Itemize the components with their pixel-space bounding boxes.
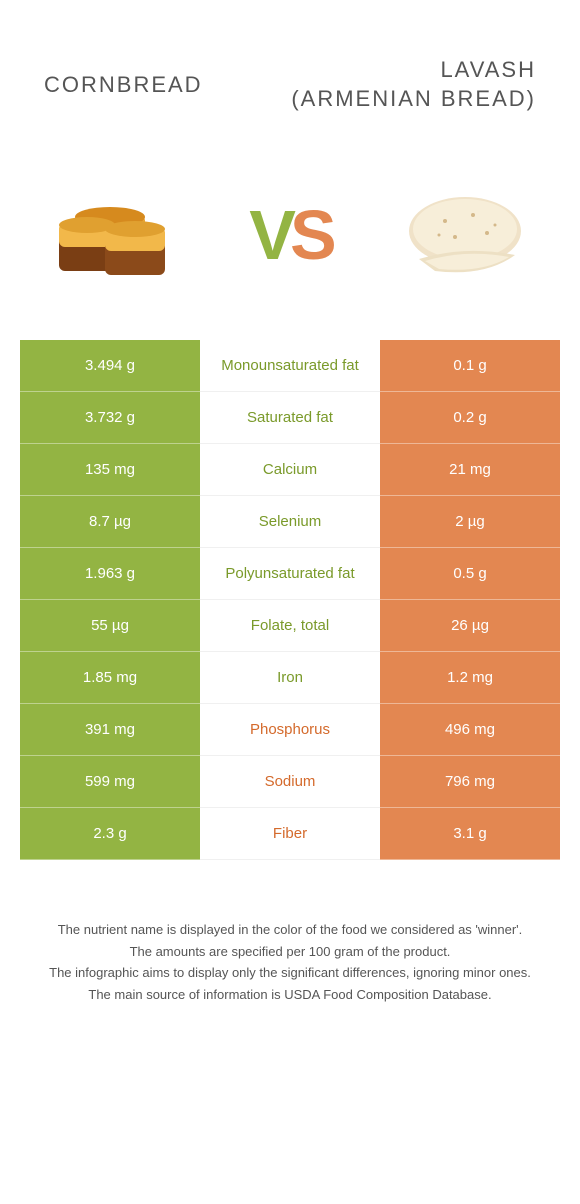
value-left: 55 µg [20, 600, 200, 652]
value-left: 1.963 g [20, 548, 200, 600]
nutrient-label: Fiber [200, 808, 380, 860]
value-right: 496 mg [380, 704, 560, 756]
table-row: 135 mgCalcium21 mg [20, 444, 560, 496]
value-right: 0.5 g [380, 548, 560, 600]
footer-line: The infographic aims to display only the… [20, 963, 560, 983]
footer-line: The nutrient name is displayed in the co… [20, 920, 560, 940]
table-row: 1.85 mgIron1.2 mg [20, 652, 560, 704]
value-left: 391 mg [20, 704, 200, 756]
table-row: 2.3 gFiber3.1 g [20, 808, 560, 860]
lavash-image [390, 180, 540, 290]
table-row: 599 mgSodium796 mg [20, 756, 560, 808]
nutrient-label: Polyunsaturated fat [200, 548, 380, 600]
nutrient-label: Saturated fat [200, 392, 380, 444]
table-row: 1.963 gPolyunsaturated fat0.5 g [20, 548, 560, 600]
cornbread-image [40, 180, 190, 290]
food-title-right-line2: (Armenian bread) [291, 86, 536, 111]
value-right: 1.2 mg [380, 652, 560, 704]
value-left: 135 mg [20, 444, 200, 496]
value-left: 1.85 mg [20, 652, 200, 704]
footer-notes: The nutrient name is displayed in the co… [0, 860, 580, 1004]
table-row: 8.7 µgSelenium2 µg [20, 496, 560, 548]
nutrient-label: Sodium [200, 756, 380, 808]
value-right: 26 µg [380, 600, 560, 652]
value-left: 3.494 g [20, 340, 200, 392]
value-right: 0.1 g [380, 340, 560, 392]
table-row: 55 µgFolate, total26 µg [20, 600, 560, 652]
value-right: 21 mg [380, 444, 560, 496]
table-row: 391 mgPhosphorus496 mg [20, 704, 560, 756]
images-row: VS [0, 160, 580, 340]
food-title-right: Lavash (Armenian bread) [290, 56, 540, 113]
value-left: 599 mg [20, 756, 200, 808]
value-right: 3.1 g [380, 808, 560, 860]
footer-line: The main source of information is USDA F… [20, 985, 560, 1005]
header: Cornbread Lavash (Armenian bread) [0, 0, 580, 160]
value-left: 3.732 g [20, 392, 200, 444]
nutrient-label: Folate, total [200, 600, 380, 652]
vs-label: VS [249, 195, 330, 275]
comparison-table: 3.494 gMonounsaturated fat0.1 g3.732 gSa… [20, 340, 560, 860]
value-right: 2 µg [380, 496, 560, 548]
nutrient-label: Iron [200, 652, 380, 704]
nutrient-label: Selenium [200, 496, 380, 548]
nutrient-label: Monounsaturated fat [200, 340, 380, 392]
value-right: 0.2 g [380, 392, 560, 444]
vs-s: S [290, 195, 331, 275]
value-left: 8.7 µg [20, 496, 200, 548]
value-left: 2.3 g [20, 808, 200, 860]
vs-v: V [249, 195, 290, 275]
value-right: 796 mg [380, 756, 560, 808]
nutrient-label: Calcium [200, 444, 380, 496]
nutrient-label: Phosphorus [200, 704, 380, 756]
food-title-right-line1: Lavash [440, 57, 536, 82]
footer-line: The amounts are specified per 100 gram o… [20, 942, 560, 962]
food-title-left: Cornbread [40, 71, 290, 100]
table-row: 3.494 gMonounsaturated fat0.1 g [20, 340, 560, 392]
table-row: 3.732 gSaturated fat0.2 g [20, 392, 560, 444]
